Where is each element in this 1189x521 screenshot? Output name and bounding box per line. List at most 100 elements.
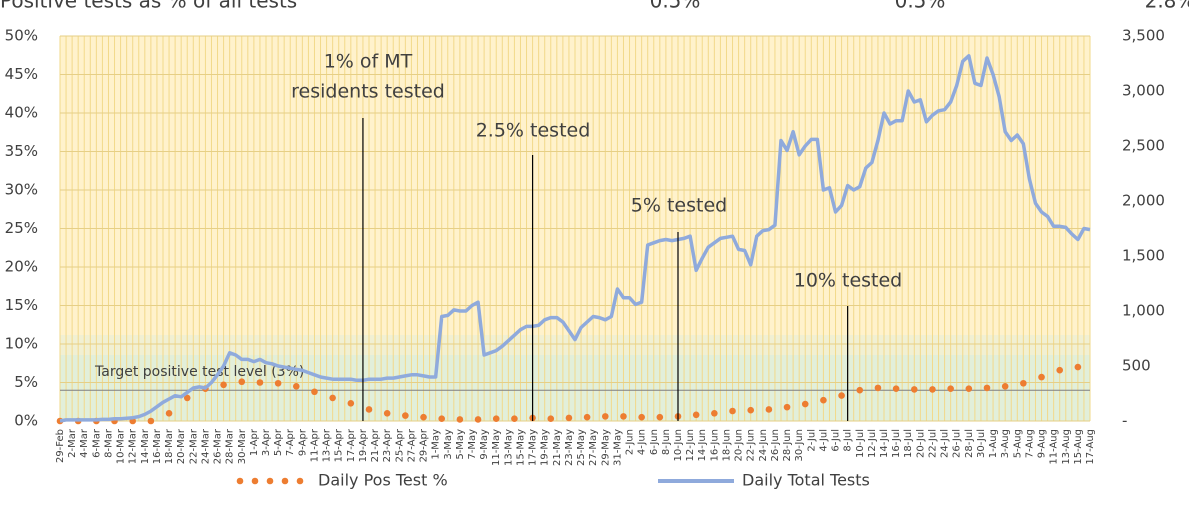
y-tick-label: 5%: [14, 373, 38, 391]
pos-dot: [947, 385, 954, 392]
x-tick-label: 4-Mar: [79, 428, 90, 458]
x-tick-label: 19-Apr: [358, 428, 369, 462]
pos-dot: [801, 400, 809, 408]
x-tick-label: 22-Mar: [188, 428, 199, 464]
x-tick-label: 21-May: [552, 429, 563, 466]
pos-dot: [347, 399, 355, 407]
pos-dot: [238, 378, 246, 386]
annotation-text: 10% tested: [794, 270, 903, 292]
x-tick-label: 29-Feb: [55, 429, 66, 463]
x-tick-label: 13-May: [503, 429, 514, 466]
x-tick-label: 5-Aug: [1012, 429, 1023, 458]
legend-label: Daily Total Tests: [742, 471, 870, 490]
x-tick-label: 25-May: [576, 429, 587, 466]
x-tick-label: 17-Apr: [346, 428, 357, 462]
pos-dot: [965, 385, 973, 392]
y-tick-label: 35%: [5, 142, 38, 160]
pos-dot: [256, 379, 264, 386]
x-tick-label: 27-Apr: [406, 428, 417, 462]
x-tick-label: 24-Jun: [758, 429, 769, 462]
pos-dot: [438, 415, 446, 422]
x-tick-label: 9-Aug: [1037, 429, 1048, 458]
x-tick-label: 18-Jun: [721, 429, 732, 462]
pos-dot: [583, 413, 591, 421]
x-tick-label: 12-Mar: [128, 428, 139, 464]
header-value: 2.8%: [1145, 0, 1189, 13]
x-tick-label: 30-Mar: [237, 428, 248, 464]
legend-swatch: [296, 477, 304, 485]
x-tick-label: 12-Jul: [867, 429, 878, 458]
x-tick-label: 20-Jul: [915, 429, 926, 458]
y2-tick-label: 500: [1122, 357, 1151, 375]
x-tick-label: 11-Aug: [1049, 429, 1060, 465]
x-tick-label: 13-Aug: [1061, 429, 1072, 465]
x-tick-label: 24-Mar: [200, 428, 211, 464]
x-tick-label: 26-Jul: [952, 429, 963, 458]
y-tick-label: 20%: [5, 258, 38, 276]
y2-tick-label: 2,500: [1122, 137, 1165, 155]
y-tick-label: 40%: [5, 104, 38, 122]
pos-dot: [1001, 383, 1009, 390]
legend-swatch: [251, 477, 259, 485]
pos-dot: [910, 386, 918, 393]
x-tick-label: 15-Apr: [334, 428, 345, 462]
annotation-text: 2.5% tested: [476, 120, 591, 142]
x-tick-label: 12-Jun: [685, 429, 696, 462]
x-tick-label: 29-Apr: [419, 428, 430, 462]
y2-tick-label: 1,500: [1122, 247, 1165, 265]
x-tick-label: 1-Apr: [249, 428, 260, 456]
header-value: 0.5%: [895, 0, 946, 13]
pos-dot: [820, 396, 827, 404]
x-tick-label: 26-Mar: [213, 428, 224, 464]
x-tick-label: 1-Aug: [988, 429, 999, 458]
x-tick-label: 22-Jul: [927, 429, 938, 458]
x-tick-label: 9-Apr: [297, 428, 308, 456]
x-tick-label: 10-Jun: [673, 429, 684, 462]
pos-dot: [274, 379, 282, 387]
y-tick-label: 45%: [5, 65, 38, 83]
pos-dot: [747, 406, 755, 414]
x-tick-label: 4-Jul: [818, 429, 829, 452]
x-tick-label: 8-Jun: [661, 429, 672, 455]
x-tick-label: 28-Jul: [964, 429, 975, 458]
y-tick-label: 30%: [5, 181, 38, 199]
pos-dot: [383, 410, 391, 417]
pos-dot: [1074, 363, 1082, 371]
x-tick-label: 17-May: [528, 429, 539, 466]
x-tick-label: 9-May: [479, 429, 490, 460]
x-tick-label: 22-Jun: [746, 429, 757, 462]
x-tick-label: 20-Mar: [176, 428, 187, 464]
x-tick-label: 7-Aug: [1024, 429, 1035, 458]
x-tick-label: 2-Mar: [67, 428, 78, 458]
x-tick-label: 6-Mar: [91, 428, 102, 458]
pos-dot: [183, 394, 191, 402]
pos-dot: [711, 410, 718, 417]
pos-dot: [365, 406, 373, 413]
x-tick-label: 3-May: [443, 429, 454, 460]
x-tick-label: 15-Aug: [1073, 429, 1084, 465]
x-tick-label: 10-Mar: [116, 428, 127, 464]
legend-swatch: [266, 477, 274, 485]
x-tick-label: 1-May: [431, 429, 442, 460]
x-tick-label: 18-Jul: [903, 429, 914, 458]
y-tick-label: 10%: [5, 335, 38, 353]
series-line: [59, 54, 1091, 423]
pos-dot: [420, 413, 427, 421]
y2-tick-label: 1,000: [1122, 302, 1165, 320]
x-tick-label: 13-Apr: [322, 428, 333, 462]
x-tick-label: 3-Aug: [1000, 429, 1011, 458]
x-tick-label: 5-Apr: [273, 428, 284, 456]
pos-dot: [1038, 373, 1045, 381]
annotation-text: 1% of MT: [324, 51, 413, 73]
pos-dot: [601, 413, 609, 420]
x-tick-label: 8-Jul: [843, 429, 854, 452]
y-tick-label: 0%: [14, 412, 38, 430]
pos-dot: [638, 413, 645, 421]
pos-dot: [692, 411, 700, 419]
header-title: Positive tests as % of all tests: [0, 0, 297, 13]
pos-dot: [1020, 379, 1027, 387]
x-tick-label: 14-Jun: [697, 429, 708, 462]
x-tick-label: 30-Jun: [794, 429, 805, 462]
pos-dot: [220, 381, 227, 389]
